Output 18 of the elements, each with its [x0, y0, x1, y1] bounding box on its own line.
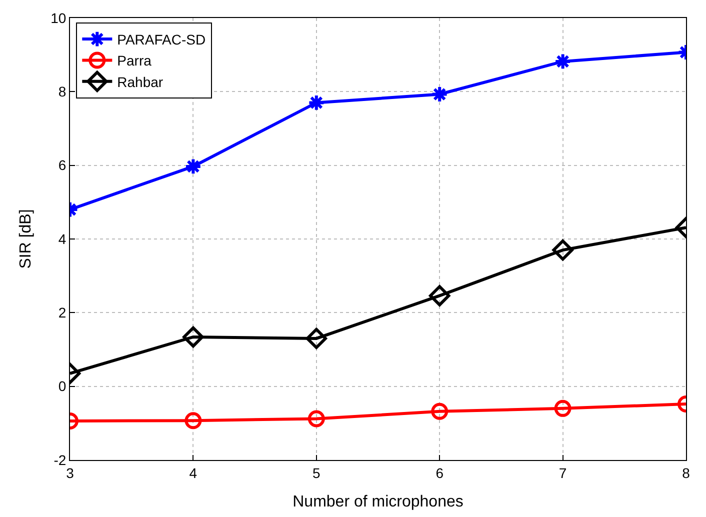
legend-label: Rahbar: [117, 74, 164, 90]
x-tick-label: 4: [189, 464, 198, 481]
y-axis-title: SIR [dB]: [18, 209, 35, 269]
legend-label: PARAFAC-SD: [117, 31, 206, 48]
x-axis-title: Number of microphones: [292, 494, 464, 510]
x-tick-label: 7: [558, 464, 567, 481]
y-tick-label: 0: [58, 378, 66, 394]
x-tick-label: 5: [312, 464, 320, 481]
x-tick-label: 8: [682, 464, 690, 481]
y-tick-label: 8: [58, 84, 66, 100]
x-tick-label: 3: [66, 464, 74, 481]
x-tick-label: 6: [436, 464, 444, 481]
y-tick-label: 6: [58, 157, 66, 174]
legend-label: Parra: [117, 52, 152, 69]
y-tick-label: 4: [58, 230, 66, 247]
y-tick-label: 10: [50, 10, 66, 26]
y-tick-label: -2: [54, 452, 66, 468]
y-tick-label: 2: [58, 304, 66, 321]
